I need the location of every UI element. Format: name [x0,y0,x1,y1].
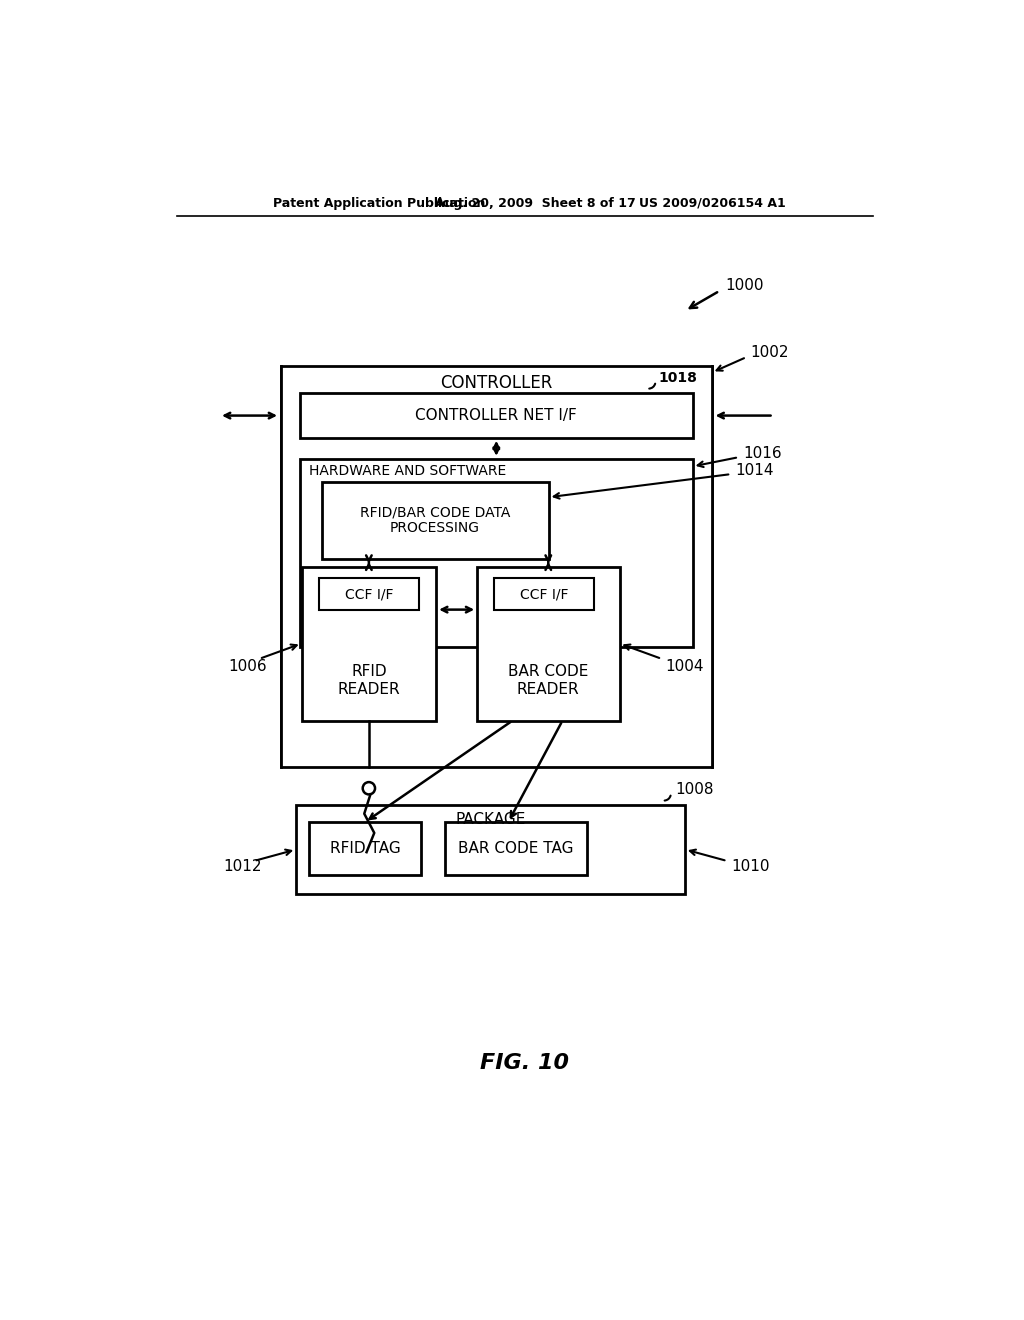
Text: 1002: 1002 [751,345,788,360]
Text: 1018: 1018 [658,371,697,385]
Text: 1006: 1006 [228,659,267,675]
Text: 1000: 1000 [725,279,764,293]
Bar [319,578,419,610]
Text: US 2009/0206154 A1: US 2009/0206154 A1 [639,197,785,210]
Text: CONTROLLER: CONTROLLER [440,375,553,392]
Text: Aug. 20, 2009  Sheet 8 of 17: Aug. 20, 2009 Sheet 8 of 17 [435,197,636,210]
Bar [281,367,712,767]
Text: RFID TAG: RFID TAG [330,841,400,855]
Text: 1004: 1004 [666,659,705,675]
Bar [300,459,692,647]
Text: RFID/BAR CODE DATA
PROCESSING: RFID/BAR CODE DATA PROCESSING [359,506,510,536]
Text: 1010: 1010 [731,859,770,874]
Text: RFID
READER: RFID READER [338,664,400,697]
Text: PACKAGE: PACKAGE [456,812,525,826]
Bar [477,566,620,721]
Bar [444,822,587,874]
Text: 1008: 1008 [676,783,714,797]
Text: CONTROLLER NET I/F: CONTROLLER NET I/F [416,408,578,424]
Text: CCF I/F: CCF I/F [345,587,393,601]
Text: 1014: 1014 [736,463,774,478]
Bar [300,393,692,438]
Bar [301,566,436,721]
Text: BAR CODE
READER: BAR CODE READER [508,664,589,697]
Text: HARDWARE AND SOFTWARE: HARDWARE AND SOFTWARE [309,465,507,478]
Bar [494,578,594,610]
Text: CCF I/F: CCF I/F [520,587,568,601]
Text: Patent Application Publication: Patent Application Publication [273,197,485,210]
Text: FIG. 10: FIG. 10 [480,1053,569,1073]
Text: 1016: 1016 [743,446,782,461]
Bar [322,482,549,558]
Text: 1012: 1012 [223,859,261,874]
Bar [309,822,421,874]
Bar [296,805,685,894]
Text: BAR CODE TAG: BAR CODE TAG [458,841,573,855]
